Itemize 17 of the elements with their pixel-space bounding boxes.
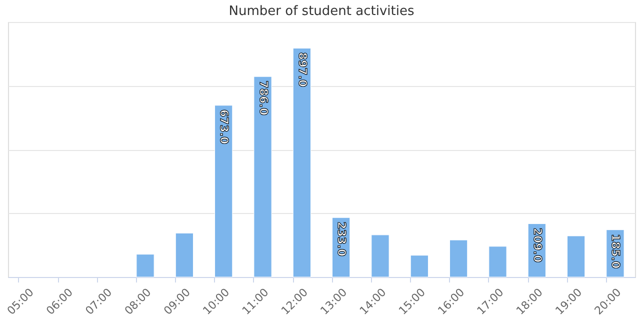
- data-label: 897.0: [296, 52, 309, 88]
- chart-title: Number of student activities: [228, 4, 414, 19]
- bar: [567, 236, 586, 278]
- bar: [175, 232, 194, 278]
- bar: [214, 105, 233, 278]
- data-label: 673.0: [218, 109, 231, 145]
- data-label: 209.0: [530, 228, 544, 263]
- data-label: 786.0: [256, 80, 270, 116]
- bar: [254, 76, 272, 278]
- bar: [136, 254, 154, 278]
- data-label: 185.0: [609, 234, 622, 269]
- bar: [450, 240, 468, 278]
- bar: [410, 255, 428, 278]
- data-label: 233.0: [335, 222, 348, 257]
- bar: [371, 234, 390, 278]
- bar: [488, 246, 507, 278]
- bar: [292, 48, 311, 278]
